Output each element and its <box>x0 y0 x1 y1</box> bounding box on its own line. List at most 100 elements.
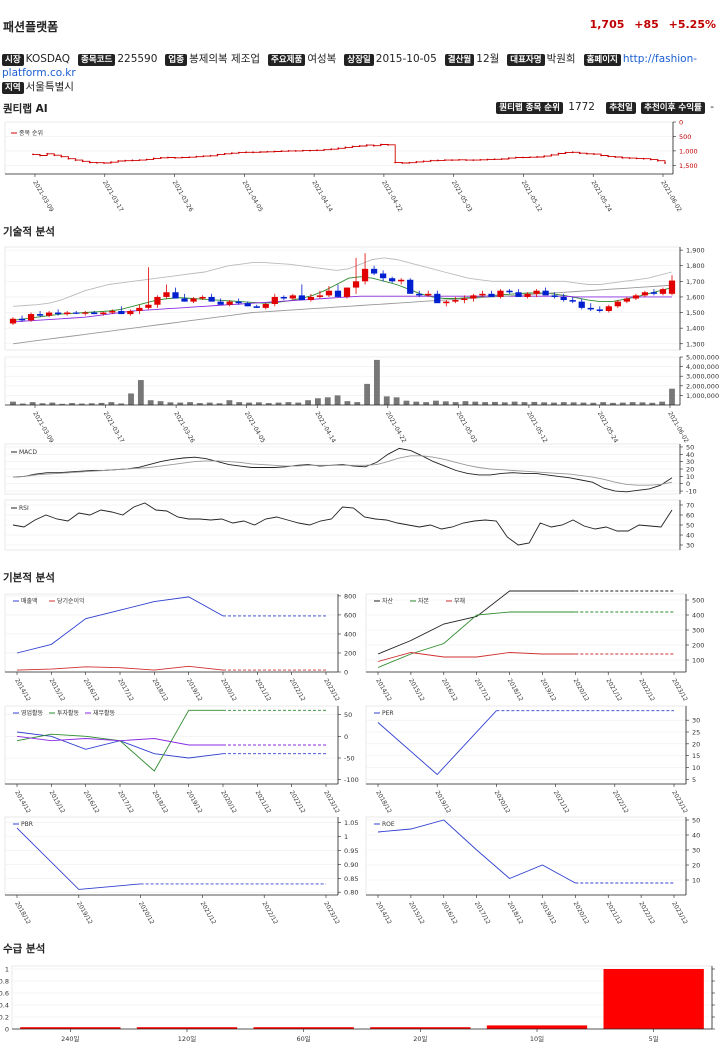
rank-point <box>408 161 411 164</box>
supply-bar <box>370 1027 471 1029</box>
cashflow-legend-label: 영업활동 <box>21 709 44 717</box>
volume-bar <box>285 402 292 405</box>
volume-bar <box>255 402 262 405</box>
candle-body <box>434 293 441 304</box>
asset_capital-legend-label: 자본 <box>418 597 430 605</box>
roe-ytick-label: 40 <box>692 832 700 840</box>
volume-bar <box>324 397 331 405</box>
roe-xtick-label: 2023/12 <box>670 901 689 926</box>
rank-point <box>81 160 84 163</box>
volume-bar <box>315 398 321 405</box>
macd-ytick-label: 0 <box>686 480 690 488</box>
price-ytick-label: 1,300 <box>686 340 705 348</box>
rank-point <box>344 146 347 149</box>
pbr-xtick-label: 2019/12 <box>75 901 94 926</box>
volume-ytick-label: 4,000,000 <box>686 363 719 371</box>
pbr-xtick-label: 2021/12 <box>199 901 218 926</box>
info-value: 박원희 <box>546 53 576 65</box>
rank-point <box>600 154 602 157</box>
rank-point <box>429 159 432 162</box>
pbr-ytick-label: 1.05 <box>344 819 358 827</box>
rank-point <box>507 157 510 160</box>
roe-xtick-label: 2015/12 <box>407 901 426 926</box>
rank-point <box>287 149 290 152</box>
candle-body <box>578 301 585 308</box>
rank-point <box>578 152 581 155</box>
price-ytick-label: 1,900 <box>686 247 705 255</box>
volume-bar <box>511 401 518 405</box>
rank-ytick-label: 500 <box>679 133 691 141</box>
rank-point <box>635 157 638 160</box>
info-value: 2015-10-05 <box>375 53 437 65</box>
rank-xtick-label: 2021-05-12 <box>520 180 544 214</box>
volume-bar <box>531 401 538 405</box>
volume-bar <box>472 401 479 405</box>
macd-ytick-label: 40 <box>686 451 694 459</box>
rank-point <box>493 158 496 161</box>
volume-xtick-label: 2021-03-17 <box>102 411 126 445</box>
rank-point <box>316 149 318 152</box>
macd-ytick-label: 10 <box>686 473 694 481</box>
rank-xtick-label: 2021-06-02 <box>659 180 683 214</box>
cashflow-ytick-label: -50 <box>344 755 355 763</box>
rank-point <box>103 162 105 164</box>
cashflow-frame <box>4 705 339 785</box>
volume-bar <box>354 402 361 405</box>
candle-body <box>668 280 676 294</box>
rec-return-value: - <box>710 101 714 113</box>
volume-bar <box>10 401 16 405</box>
sales_profit-xtick-label: 2019/12 <box>185 678 204 703</box>
volume-xtick-label: 2021-06-02 <box>666 411 690 445</box>
volume-bar <box>334 395 341 405</box>
sales_profit-ytick-label: 800 <box>344 592 356 600</box>
volume-bar <box>492 401 498 405</box>
rsi-ytick-label: 50 <box>686 522 694 530</box>
cashflow-ytick-label: -100 <box>344 776 359 784</box>
candle-body <box>370 268 378 274</box>
roe-ytick-label: 20 <box>692 862 700 870</box>
volume-bar <box>295 402 302 405</box>
rank-point <box>380 143 382 146</box>
rank-point <box>145 158 148 161</box>
info-tag: 결산월 <box>444 54 475 66</box>
rank-point <box>621 156 624 159</box>
price-ytick-label: 1,400 <box>686 325 705 333</box>
rank-point <box>387 143 389 146</box>
per-frame <box>365 705 687 785</box>
candle-body <box>289 295 296 299</box>
info-tag: 시장 <box>2 54 24 66</box>
candle-body <box>632 295 640 299</box>
stock-name: 패션플랫폼 <box>3 20 59 34</box>
per-ytick-label: 25 <box>692 729 700 737</box>
rsi-ytick-label: 30 <box>686 542 694 550</box>
volume-xtick-label: 2021-04-05 <box>243 411 267 445</box>
supply-xtick-label: 10일 <box>530 1034 544 1043</box>
cashflow-xtick-label: 2018/12 <box>151 790 170 815</box>
volume-bar <box>118 403 125 405</box>
volume-ytick-label: 1,000,000 <box>686 392 719 400</box>
asset_capital-xtick-label: 2022/12 <box>637 678 656 703</box>
candle-body <box>650 292 658 294</box>
homepage-link[interactable]: http://fashion-platform.co.kr <box>2 53 698 79</box>
sales_profit-ytick-label: 400 <box>344 630 356 638</box>
cashflow-legend-label: 재무활동 <box>93 709 116 717</box>
rank-point <box>529 156 531 159</box>
candle-body <box>91 312 98 315</box>
rank-point <box>443 159 446 162</box>
volume-bar <box>216 403 223 405</box>
rank-point <box>110 161 113 164</box>
volume-bar <box>69 403 75 405</box>
macd-ytick-label: 50 <box>686 443 694 451</box>
price-ytick-label: 1,700 <box>686 278 705 286</box>
sales_profit-xtick-label: 2023/12 <box>322 678 341 703</box>
candle-body <box>244 303 251 307</box>
volume-frame <box>4 356 681 406</box>
info-tag: 상장일 <box>344 54 374 66</box>
rank-point <box>372 144 375 147</box>
asset_capital-line-자본 <box>377 611 576 668</box>
rank-point <box>209 154 212 157</box>
rank-point <box>96 161 98 164</box>
candle-body <box>470 295 477 299</box>
sales_profit-legend-label: 매출액 <box>21 597 38 605</box>
candle-body <box>605 306 612 311</box>
